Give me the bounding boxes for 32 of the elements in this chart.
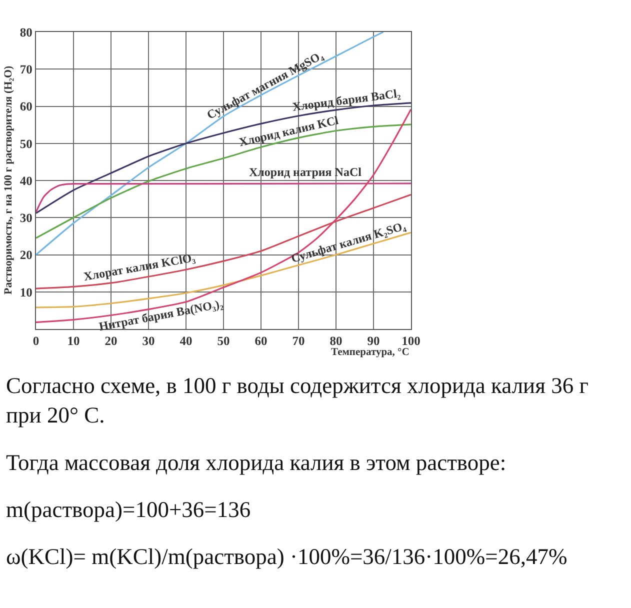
y-tick-label: 30 xyxy=(20,211,32,226)
text: ω(KCl)= m(KCl)/m(раствора) ·100%=36/136·100%=26,47% xyxy=(6,544,568,569)
x-tick-label: 80 xyxy=(330,334,342,348)
x-tick-label: 20 xyxy=(104,334,118,348)
x-tick-label: 90 xyxy=(367,334,380,348)
text: Хлорид бария BaCl₂ xyxy=(292,86,402,114)
y-tick-label: 20 xyxy=(20,248,32,262)
line-series xyxy=(36,194,411,290)
y-axis-title: Растворимость, г на 100 г растворителя (H₂O) xyxy=(2,65,14,294)
x-tick-label: 70 xyxy=(292,334,305,348)
y-tick-label: 80 xyxy=(20,25,32,40)
y-tick-label: 60 xyxy=(20,100,32,114)
text: Сульфат калия K₂SO₄ xyxy=(290,218,408,266)
x-tick-label: 40 xyxy=(180,334,192,348)
text: m(раствора)=100+36=136 xyxy=(6,497,251,522)
text: Нитрат бария Ba(NO₃)₂ xyxy=(98,296,224,334)
x-axis-title: Температура, °C xyxy=(331,347,410,358)
y-tick-label: 50 xyxy=(20,136,32,151)
y-tick-label: 70 xyxy=(20,62,32,77)
text: Согласно схеме, в 100 г воды содержится хлорида калия 36 г при 20° С. xyxy=(6,373,588,428)
line-series xyxy=(36,182,411,213)
x-tick-label: 10 xyxy=(67,334,80,348)
x-tick-label: 50 xyxy=(217,334,230,348)
x-tick-label: 30 xyxy=(142,334,155,348)
text: Хлорат калия KClO₃ xyxy=(82,250,197,284)
x-tick-label: 100 xyxy=(402,334,420,348)
x-tick-label: 0 xyxy=(32,334,40,348)
text: Хлорид калия KCl xyxy=(238,112,340,150)
x-tick-label: 60 xyxy=(254,334,268,348)
y-tick-label: 40 xyxy=(20,174,32,188)
text: Тогда массовая доля хлорида калия в этом растворе: xyxy=(6,450,506,475)
y-tick-label: 10 xyxy=(20,285,32,300)
